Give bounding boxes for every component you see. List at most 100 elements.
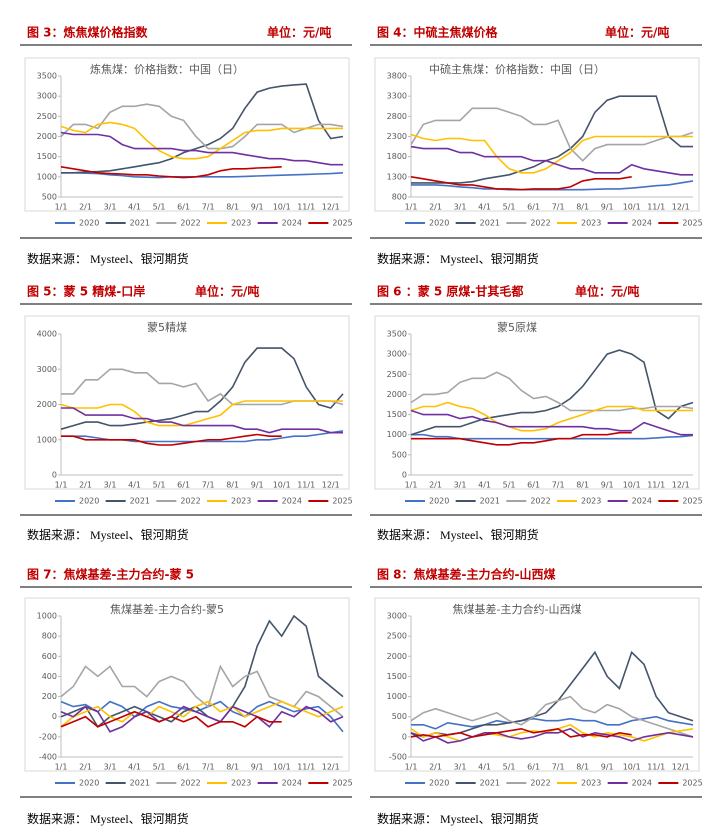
x-tick-label: 4/1 — [478, 203, 491, 212]
x-tick-label: 6/1 — [527, 481, 540, 490]
unit-label: 单位：元/吨 — [195, 284, 259, 299]
series-line — [410, 723, 694, 742]
legend-label: 2021 — [130, 497, 150, 506]
y-tick-label: 800 — [392, 193, 407, 202]
y-tick-label: -200 — [39, 732, 57, 741]
chart-frame — [374, 597, 700, 772]
unit-label: 单位：元/吨 — [267, 25, 331, 40]
chart-frame — [24, 597, 350, 772]
x-tick-label: 12/1 — [322, 481, 340, 490]
x-tick-label: 3/1 — [104, 203, 117, 212]
series-line — [410, 401, 693, 432]
legend-label: 2021 — [480, 497, 500, 506]
chart-title: 中硫主焦煤：价格指数：中国（日） — [429, 62, 605, 76]
x-tick-label: 6/1 — [177, 763, 190, 772]
x-tick-label: 2/1 — [429, 481, 442, 490]
x-tick-label: 1/1 — [55, 481, 68, 490]
legend-label: 2023 — [231, 219, 251, 228]
y-tick-label: 2000 — [37, 400, 57, 409]
legend-label: 2022 — [180, 779, 200, 788]
legend-label: 2020 — [429, 779, 449, 788]
x-tick-label: 2/1 — [429, 203, 442, 212]
figure-caption: 图 4：中硫主焦煤价格 — [377, 25, 499, 40]
x-tick-label: 6/1 — [527, 203, 540, 212]
legend-label: 2022 — [530, 219, 550, 228]
unit-label: 单位：元/吨 — [575, 284, 639, 299]
y-tick-label: 1000 — [387, 430, 407, 439]
legend-label: 2025 — [332, 497, 352, 506]
x-tick-label: 10/1 — [273, 481, 291, 490]
legend-label: 2022 — [180, 497, 200, 506]
y-tick-label: 3000 — [37, 365, 57, 374]
x-tick-label: 7/1 — [552, 203, 565, 212]
series-line — [410, 409, 693, 436]
x-tick-label: 5/1 — [503, 481, 516, 490]
y-tick-label: 1500 — [387, 672, 407, 681]
series-line — [411, 95, 693, 184]
series-line — [410, 727, 694, 744]
x-tick-label: 7/1 — [202, 481, 215, 490]
series-line — [61, 433, 282, 446]
y-tick-label: 500 — [42, 193, 57, 202]
x-tick-label: 6/1 — [527, 763, 540, 772]
x-tick-label: 12/1 — [322, 203, 340, 212]
y-tick-label: -400 — [39, 753, 57, 762]
legend-label: 2025 — [332, 219, 352, 228]
legend-label: 2020 — [79, 497, 99, 506]
legend-label: 2021 — [130, 219, 150, 228]
series-line — [410, 176, 632, 191]
x-tick-label: 12/1 — [672, 763, 690, 772]
series-line — [60, 700, 344, 728]
legend-label: 2022 — [530, 497, 550, 506]
x-tick-label: 3/1 — [104, 763, 117, 772]
series-line — [411, 715, 694, 730]
source-note: 数据来源： Mysteel、银河期货 — [27, 527, 189, 542]
x-tick-label: 2/1 — [429, 763, 442, 772]
figure-caption: 图 7：焦煤基差-主力合约-蒙 5 — [27, 567, 194, 582]
x-tick-label: 5/1 — [153, 203, 166, 212]
chart-title: 焦煤基差-主力合约-蒙5 — [110, 602, 224, 616]
series-line — [61, 83, 344, 174]
y-tick-label: 2000 — [387, 390, 407, 399]
series-line — [60, 710, 282, 728]
series-line — [410, 145, 693, 176]
y-tick-label: 2300 — [387, 132, 407, 141]
legend-label: 2020 — [429, 497, 449, 506]
source-note: 数据来源： Mysteel、银河期货 — [27, 251, 189, 266]
y-tick-label: 3000 — [37, 92, 57, 101]
y-tick-label: 2000 — [387, 652, 407, 661]
legend-label: 2021 — [480, 779, 500, 788]
source-note: 数据来源： Mysteel、银河期货 — [377, 251, 539, 266]
legend-label: 2024 — [632, 219, 652, 228]
x-tick-label: 10/1 — [273, 203, 291, 212]
legend-label: 2021 — [130, 779, 150, 788]
legend-label: 2023 — [581, 219, 601, 228]
y-tick-label: 1300 — [387, 172, 407, 181]
x-tick-label: 11/1 — [297, 203, 315, 212]
series-line — [60, 614, 344, 729]
series-line — [410, 727, 632, 738]
series-line — [411, 431, 632, 446]
x-tick-label: 5/1 — [153, 481, 166, 490]
series-line — [410, 349, 694, 436]
y-tick-label: 600 — [42, 652, 57, 661]
x-tick-label: 9/1 — [251, 481, 264, 490]
x-tick-label: 5/1 — [503, 763, 516, 772]
x-tick-label: 1/1 — [55, 763, 68, 772]
series-line — [60, 664, 344, 718]
series-line — [410, 695, 694, 738]
legend-label: 2023 — [581, 779, 601, 788]
x-tick-label: 9/1 — [601, 481, 614, 490]
legend-label: 2023 — [231, 497, 251, 506]
legend-label: 2025 — [682, 779, 702, 788]
y-tick-label: -500 — [389, 753, 407, 762]
legend-label: 2023 — [231, 779, 251, 788]
x-tick-label: 4/1 — [128, 763, 141, 772]
y-tick-label: 2500 — [387, 632, 407, 641]
series-line — [410, 107, 694, 162]
source-note: 数据来源： Mysteel、银河期货 — [377, 811, 539, 826]
x-tick-label: 5/1 — [153, 763, 166, 772]
y-tick-label: 0 — [52, 471, 57, 480]
x-tick-label: 8/1 — [576, 763, 589, 772]
x-tick-label: 8/1 — [226, 481, 239, 490]
